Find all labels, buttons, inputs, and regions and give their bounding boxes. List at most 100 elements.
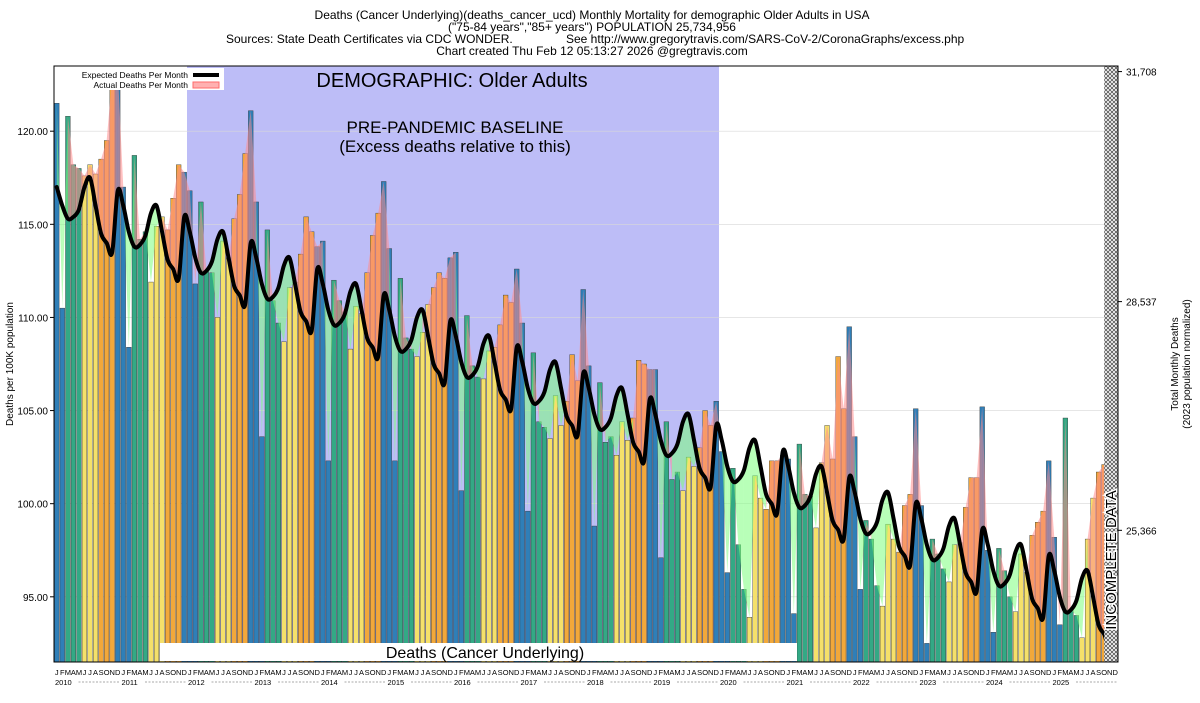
month-tick-label: J	[653, 668, 657, 677]
diff-segment	[67, 116, 74, 219]
right-tick-label: 31,708	[1126, 68, 1157, 79]
month-tick-label: A	[1068, 668, 1073, 677]
bar	[1068, 609, 1074, 663]
month-tick-label: M	[597, 668, 603, 677]
year-label-bg	[651, 677, 676, 687]
bar	[226, 257, 232, 663]
bar	[81, 175, 88, 663]
diff-segment	[217, 231, 224, 318]
diff-segment	[694, 440, 700, 469]
month-tick-label: S	[897, 668, 902, 677]
diff-segment	[239, 153, 246, 305]
month-tick-label: S	[1096, 668, 1101, 677]
diff-segment	[394, 278, 401, 461]
bar	[458, 490, 464, 663]
bar	[475, 376, 481, 663]
right-tick-label: 28,537	[1126, 298, 1157, 309]
bar	[214, 317, 221, 663]
month-tick-label: O	[237, 668, 243, 677]
month-tick-label: M	[1062, 668, 1068, 677]
bar	[403, 337, 409, 663]
month-tick-label: A	[736, 668, 741, 677]
diff-segment	[766, 460, 772, 510]
diff-segment	[682, 414, 689, 491]
month-tick-label: F	[260, 668, 265, 677]
gridlines	[54, 130, 1118, 598]
bar	[392, 460, 398, 663]
legend-box	[56, 68, 224, 90]
month-tick-label: J	[986, 668, 990, 677]
diff-segment	[117, 69, 124, 206]
month-tick-label: J	[188, 668, 192, 677]
diff-segment	[588, 365, 595, 527]
month-tick-label: M	[1007, 668, 1013, 677]
month-tick-label: F	[60, 668, 65, 677]
diff-segment	[439, 272, 445, 383]
incomplete-data-zone	[1104, 66, 1118, 662]
month-tick-label: D	[381, 668, 387, 677]
bar	[359, 313, 365, 663]
month-tick-label: N	[641, 668, 646, 677]
month-tick-label: A	[71, 668, 76, 677]
left-tick-label: 105.00	[17, 407, 48, 418]
year-label-bg	[319, 677, 343, 687]
diff-segment	[633, 360, 639, 452]
diff-segment	[383, 181, 390, 310]
month-tick-label: J	[548, 668, 552, 677]
year-label-bg	[585, 677, 609, 687]
month-tick-label: M	[475, 668, 481, 677]
month-tick-label: S	[298, 668, 303, 677]
bar	[591, 525, 597, 663]
month-tick-label: N	[442, 668, 447, 677]
diff-segment	[871, 522, 877, 586]
month-tick-label: J	[83, 668, 87, 677]
month-tick-label: J	[947, 668, 951, 677]
month-tick-label: J	[1080, 668, 1084, 677]
month-tick-label: D	[448, 668, 454, 677]
month-tick-label: D	[514, 668, 520, 677]
year-label-bg	[917, 677, 942, 687]
month-tick-label: D	[581, 668, 587, 677]
diff-segment	[771, 460, 778, 513]
month-tick-label: A	[337, 668, 342, 677]
diff-segment	[167, 198, 174, 270]
year-label-bg	[984, 677, 1008, 687]
bottom-caption-box	[160, 643, 797, 661]
right-axis-subtitle: (2023 population normalized)	[1182, 299, 1193, 429]
diff-segment	[849, 326, 855, 493]
month-tick-label: A	[1091, 668, 1096, 677]
month-tick-label: S	[99, 668, 104, 677]
diff-segment	[112, 69, 118, 253]
month-tick-label: A	[293, 668, 298, 677]
year-label-bg	[186, 677, 210, 687]
diff-segment	[948, 518, 955, 582]
month-tick-label: M	[65, 668, 71, 677]
month-tick-label: F	[393, 668, 398, 677]
diff-segment	[899, 505, 905, 556]
month-tick-label: J	[1052, 668, 1056, 677]
bar	[613, 455, 620, 663]
bar	[419, 332, 426, 663]
chart-source-url[interactable]: See http://www.gregorytravis.com/SARS-Co…	[566, 32, 965, 46]
month-tick-label: J	[482, 668, 486, 677]
diff-segment	[982, 406, 988, 551]
diff-segment	[610, 395, 617, 456]
left-tick-label: 120.00	[17, 127, 48, 138]
month-tick-label: O	[170, 668, 176, 677]
month-tick-label: J	[415, 668, 419, 677]
bar	[946, 581, 952, 663]
bar	[425, 304, 431, 663]
month-tick-label: J	[288, 668, 292, 677]
diff-segment	[865, 520, 872, 540]
month-tick-label: M	[608, 668, 614, 677]
month-tick-label: O	[835, 668, 841, 677]
left-tick-label: 115.00	[18, 220, 48, 231]
month-tick-label: M	[796, 668, 802, 677]
month-tick-label: M	[929, 668, 935, 677]
chart-subtitle-population: ("75-84 years","85+ years") POPULATION 2…	[448, 20, 736, 34]
month-tick-label: J	[748, 668, 752, 677]
month-tick-label: M	[996, 668, 1002, 677]
month-tick-label: J	[853, 668, 857, 677]
diff-segment	[1059, 418, 1066, 625]
diff-segment	[860, 518, 866, 590]
